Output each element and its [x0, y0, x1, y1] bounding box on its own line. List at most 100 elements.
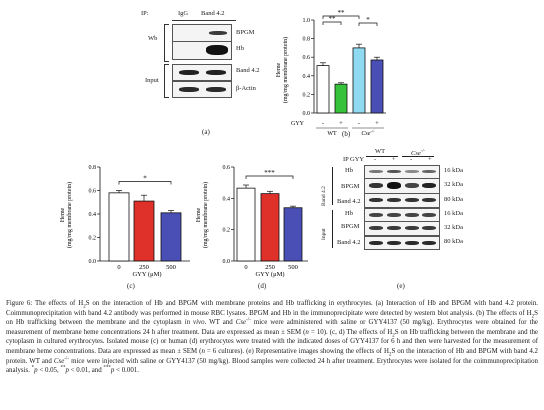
panel-e-gyy-label: GYY	[350, 156, 365, 163]
panel-e-kda-1: 32 kDa	[444, 181, 463, 188]
panel-e-row-label-0: Hb	[345, 167, 353, 174]
input-label: Input	[145, 77, 159, 84]
caption-sub: 2	[531, 313, 535, 319]
chart-b-significance-bracket	[322, 21, 342, 25]
caption-part: S on the interaction of Hb and BPGM with…	[6, 347, 539, 365]
chart-c: 0.0 0.2 0.4 0.6 0.8 0 250 500 * Heme (mg/mg memb…	[60, 165, 190, 278]
caption-sup: -/-	[64, 356, 69, 362]
chart-b-plot-layer: 0.00.20.40.60.81.0**** *	[303, 9, 386, 117]
chart-b-y-tick-label: 0.0	[303, 111, 311, 117]
caption-part: mice were administered with saline or GY…	[6, 319, 538, 336]
caption-sup: **	[60, 365, 66, 371]
caption-part: S on Hb trafficking between the membrane…	[6, 309, 538, 327]
panel-e-row-label-4: BPGM	[341, 223, 360, 230]
panel-e-kda-2: 80 kDa	[444, 196, 463, 203]
chart-b-gyy-label: GYY	[291, 121, 305, 127]
wb-bracket	[164, 24, 169, 62]
caption-italic: n	[201, 347, 205, 355]
caption-part: mice were injected with saline or GYY413…	[6, 357, 538, 375]
panel-e-kda-0: 16 kDa	[444, 167, 463, 174]
panel-e-kda-3: 16 kDa	[444, 210, 463, 217]
panel-e-sign-2: -	[410, 156, 413, 163]
panel-e-blot-ip-bpgm	[364, 178, 440, 194]
chart-d-category-label: 0	[244, 264, 247, 271]
chart-b-sign-3: +	[375, 120, 379, 127]
chart-d-bar	[260, 193, 280, 262]
ip-label: IP:	[141, 10, 149, 17]
chart-c-category-label: 0	[117, 264, 120, 271]
chart-b-y-tick-label: 0.4	[303, 74, 311, 80]
chart-c-y-tick-label: 0.2	[89, 236, 97, 242]
chart-d-bar	[236, 187, 256, 262]
panel-e-ip-label: IP	[343, 156, 349, 163]
caption-sup: ***	[103, 365, 111, 371]
chart-b-significance-bracket	[322, 15, 360, 19]
chart-c-y-tick-label: 0.6	[89, 189, 97, 195]
chart-b-significance-label: **	[329, 15, 337, 23]
caption-italic: n	[305, 328, 309, 336]
panel-e-row-label-3: Hb	[345, 210, 353, 217]
chart-d-ylabel-1: Heme	[196, 208, 202, 223]
chart-c-category-label: 250	[139, 264, 149, 271]
panel-e-cse-sup: -/-	[420, 148, 425, 153]
caption-part: = 6 cultures). (e) Representative images…	[204, 347, 389, 355]
panel-e-blot-ip-band42	[364, 193, 440, 208]
chart-b-y-tick-label: 0.2	[303, 92, 311, 98]
chart-c-bar	[133, 200, 155, 262]
chart-b-ylabel-1: Heme	[276, 63, 282, 78]
panel-e-blot-input-hb	[364, 208, 440, 222]
panel-e-cse-line	[402, 156, 434, 157]
panel-e-bracket-input	[332, 210, 333, 248]
chart-d-significance-label: ***	[264, 169, 275, 177]
lane-label-band42: Band 4.2	[201, 10, 225, 17]
wb-label: Wb	[148, 35, 158, 42]
chart-c-ylabel-1: Heme	[60, 208, 66, 223]
caption-italic: Cse	[235, 319, 247, 327]
chart-b-y-tick-label: 1.0	[303, 18, 311, 24]
panel-e-wt-line	[366, 156, 398, 157]
panel-letter-c: (c)	[127, 282, 135, 290]
chart-d: 0.0 0.2 0.4 0.6 0 250 500 *** Heme (mg/mg membr…	[196, 165, 308, 278]
chart-c-y-tick-label: 0.4	[89, 212, 97, 218]
caption-part: Figure 6: The effects of H	[6, 300, 84, 307]
band-label-actin: β-Actin	[236, 85, 256, 92]
chart-d-category-label: 250	[265, 264, 275, 271]
chart-d-y-tick-label: 0.6	[223, 165, 231, 171]
svg-text:Cse-/-: Cse-/-	[361, 129, 375, 138]
panel-e-sign-1: +	[392, 156, 396, 163]
chart-c-ylabel-2: (mg/mg membrane protein)	[66, 182, 73, 248]
chart-b-bar	[334, 83, 348, 114]
caption-italic: in vivo	[184, 319, 205, 327]
chart-d-y-tick-label: 0.4	[223, 196, 231, 202]
caption-sup: -/-	[246, 317, 251, 323]
caption-italic: Cse	[53, 357, 65, 365]
panel-e-bracket-band42	[332, 167, 333, 205]
caption-sub: 2	[83, 304, 86, 310]
panel-e-wt-label: WT	[375, 148, 386, 155]
blot-actin	[172, 81, 232, 98]
chart-d-significance-bracket	[245, 175, 294, 180]
lane-divider	[172, 20, 236, 21]
band-label-bpgm: BPGM	[236, 29, 255, 36]
panel-e-sign-3: +	[428, 156, 432, 163]
panel-e-blot-ip-hb	[364, 165, 440, 179]
panel-letter-b: (b)	[342, 130, 351, 138]
chart-b-significance-label: *	[366, 16, 370, 24]
chart-b-group-cse-sup: -/-	[370, 129, 375, 134]
chart-c-y-tick-label: 0.8	[89, 165, 97, 171]
panel-e-row-label-2: Band 4.2	[337, 198, 361, 205]
band-label-band42: Band 4.2	[236, 67, 260, 74]
panel-e-group-input: Input	[321, 228, 327, 240]
caption-part: = 10). (c, d) The effects of H	[308, 328, 393, 336]
band-label-hb: Hb	[236, 45, 244, 52]
caption-part: S on Hb trafficking between the membrane…	[6, 328, 538, 355]
chart-c-plot-layer: 0.0 0.2 0.4 0.6 0.8 0 250 500 *	[89, 165, 190, 271]
panel-e-kda-4: 32 kDa	[444, 224, 463, 231]
caption-part: < 0.001.	[114, 367, 139, 375]
chart-b-significance-bracket	[358, 22, 378, 26]
caption-sub: 2	[388, 352, 392, 358]
chart-d-xlabel: GYY (μM)	[255, 271, 284, 278]
chart-b-group-wt: WT	[327, 131, 337, 137]
panel-letter-a: (a)	[202, 128, 210, 136]
blot-band42	[172, 64, 232, 81]
